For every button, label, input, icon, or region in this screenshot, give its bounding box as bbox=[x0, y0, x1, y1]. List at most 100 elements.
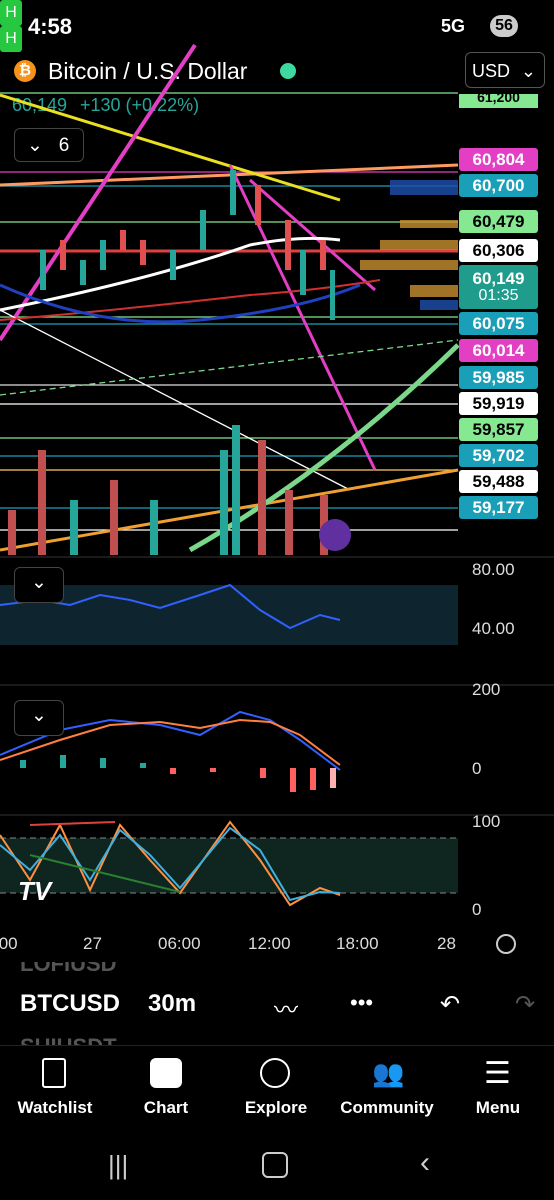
price-label: 60,804 bbox=[459, 148, 538, 171]
chart-drawing bbox=[8, 510, 16, 555]
nav-item[interactable]: Community bbox=[340, 1098, 434, 1117]
chart-drawing bbox=[310, 768, 316, 790]
signal-line bbox=[0, 718, 341, 766]
chart-drawing bbox=[29, 854, 181, 893]
rsi-axis-label: 80.00 bbox=[472, 560, 515, 579]
chart-drawing bbox=[0, 43, 460, 553]
countdown: 01:35 bbox=[478, 286, 519, 304]
community-icon: 👥 bbox=[372, 1058, 405, 1088]
chart-drawing bbox=[0, 43, 197, 342]
chart-drawing bbox=[0, 279, 381, 321]
chart-drawing bbox=[300, 250, 306, 295]
chart-drawing bbox=[100, 758, 106, 768]
chart-drawing bbox=[170, 768, 176, 774]
tradingview-logo: TV bbox=[18, 876, 52, 906]
macd-axis-label: 200 bbox=[472, 680, 501, 699]
chart-drawing bbox=[285, 220, 291, 270]
stoch-d bbox=[0, 826, 341, 902]
time-axis-label: 18:00 bbox=[336, 934, 379, 953]
network: 5G bbox=[441, 16, 466, 36]
chart-drawing bbox=[380, 240, 458, 250]
chart-drawing bbox=[420, 300, 458, 310]
chart-drawing bbox=[249, 178, 376, 292]
chart-drawing bbox=[330, 270, 335, 320]
chart-drawing bbox=[260, 768, 266, 778]
chart-drawing bbox=[0, 468, 459, 552]
price-label: 60,306 bbox=[459, 239, 538, 262]
back-button[interactable]: ‹ bbox=[420, 1146, 430, 1179]
chart-drawing bbox=[220, 450, 228, 555]
home-button[interactable] bbox=[262, 1152, 288, 1178]
chart-drawing bbox=[170, 250, 176, 280]
price-label: 60,014 bbox=[459, 339, 538, 362]
time-axis-label: 28 bbox=[437, 934, 456, 953]
price-text: 60,479 bbox=[472, 211, 525, 231]
interval[interactable]: 30m bbox=[148, 990, 197, 1017]
time-axis-label: 06:00 bbox=[158, 934, 201, 953]
rsi-band bbox=[0, 585, 458, 645]
macd-histogram bbox=[20, 755, 146, 768]
time-axis-label: 12:00 bbox=[248, 934, 291, 953]
stoch-k bbox=[0, 820, 341, 907]
chart-style-button[interactable]: 〰 bbox=[274, 997, 298, 1024]
price-text: 60,014 bbox=[472, 340, 525, 360]
symbol[interactable]: BTCUSD bbox=[20, 990, 120, 1017]
nav-item[interactable]: Explore bbox=[244, 1098, 308, 1117]
chart-drawing bbox=[230, 170, 236, 215]
nav-item[interactable]: Menu bbox=[475, 1098, 521, 1117]
recents-button[interactable]: ||| bbox=[108, 1150, 129, 1180]
battery: 56 bbox=[490, 15, 518, 37]
chart-drawing bbox=[410, 285, 458, 297]
price-label: 60,700 bbox=[459, 174, 538, 197]
currency-select[interactable]: USD ⌄ bbox=[465, 52, 545, 88]
chart-drawing bbox=[232, 425, 240, 555]
chart-drawing bbox=[330, 768, 336, 788]
chart-drawing bbox=[210, 768, 216, 772]
price-text: 60,075 bbox=[472, 313, 525, 333]
stoch-axis-label: 100 bbox=[472, 812, 501, 831]
more-button[interactable]: ••• bbox=[350, 990, 374, 1015]
chart-drawing bbox=[0, 93, 341, 202]
nav-item[interactable]: Chart bbox=[143, 1098, 189, 1117]
indicator-count: 6 bbox=[58, 135, 70, 156]
chart-drawing bbox=[40, 250, 46, 290]
symbol-title[interactable]: Bitcoin / U.S. Dollar bbox=[48, 58, 248, 84]
chart-drawing bbox=[120, 230, 126, 250]
alert-icon[interactable] bbox=[319, 519, 351, 551]
indicators-toggle[interactable]: ⌄ 6 bbox=[14, 128, 84, 162]
stoch-marker: H bbox=[0, 26, 22, 52]
chart-drawing bbox=[170, 768, 336, 792]
chart-drawing bbox=[29, 821, 116, 826]
chart-drawing bbox=[110, 480, 118, 555]
chart-drawing bbox=[0, 309, 351, 491]
price-text: 59,857 bbox=[472, 419, 525, 439]
bitcoin-icon: ₿ bbox=[14, 60, 36, 82]
next-symbol: SUIUSDT bbox=[20, 1030, 117, 1045]
undo-button[interactable]: ↶ bbox=[440, 991, 461, 1018]
watchlist-icon bbox=[42, 1058, 66, 1088]
chart-drawing bbox=[0, 283, 361, 324]
price-label: 59,919 bbox=[459, 392, 538, 415]
macd-axis-label: 0 bbox=[472, 759, 482, 778]
settings-icon[interactable] bbox=[496, 934, 516, 954]
redo-button[interactable]: ↷ bbox=[515, 991, 536, 1018]
chart-drawing bbox=[0, 339, 459, 396]
rsi-collapse[interactable]: ⌄ bbox=[14, 567, 64, 603]
stoch-marker: H bbox=[0, 0, 22, 26]
chart-drawing bbox=[0, 236, 341, 312]
clock: 4:58 bbox=[28, 14, 73, 39]
price-text: 60,804 bbox=[472, 149, 525, 169]
macd-line bbox=[0, 710, 341, 771]
price-label: 59,702 bbox=[459, 444, 538, 467]
macd-collapse[interactable]: ⌄ bbox=[14, 700, 64, 736]
price-label: 60,075 bbox=[459, 312, 538, 335]
price-text: 59,919 bbox=[472, 393, 525, 413]
chart-drawing bbox=[360, 260, 458, 270]
nav-item[interactable]: Watchlist bbox=[17, 1098, 93, 1117]
chart-drawing bbox=[100, 240, 106, 270]
rsi-line bbox=[0, 583, 341, 630]
chart-drawing bbox=[150, 500, 158, 555]
price-text: 60,306 bbox=[472, 240, 525, 260]
chevron: ⌄ bbox=[520, 61, 536, 81]
